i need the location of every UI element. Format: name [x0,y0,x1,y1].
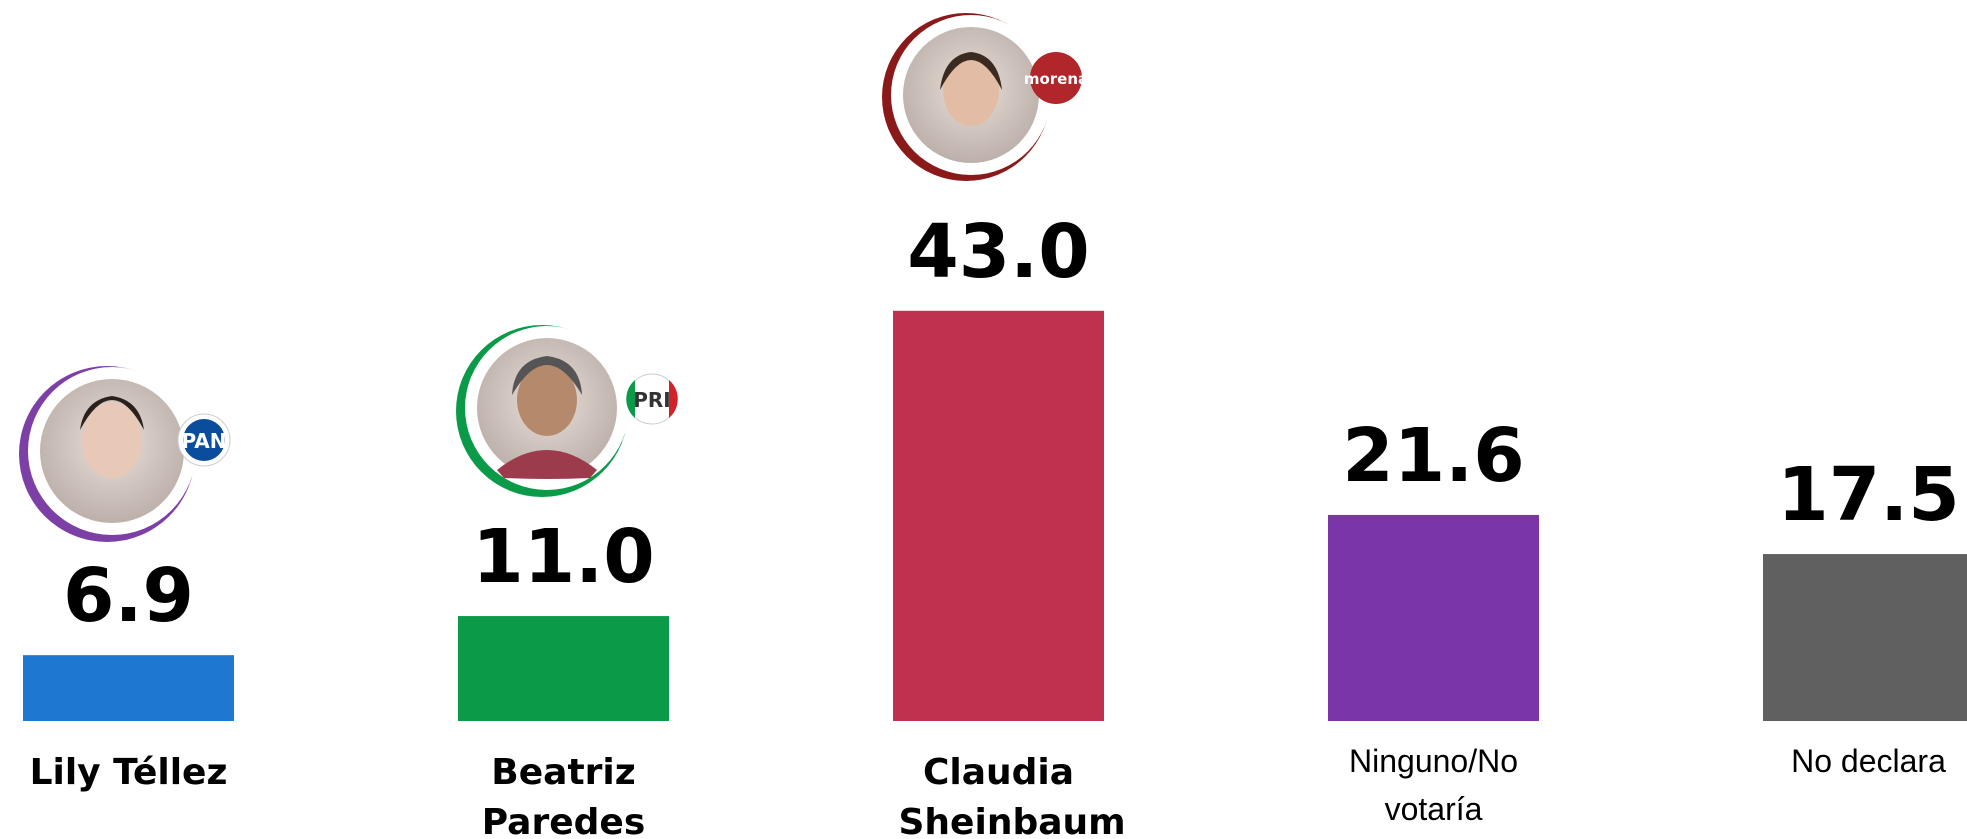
badge-text: PAN [181,429,226,453]
bar [893,310,1104,721]
category-label: Ninguno/No votaría [1349,743,1518,827]
badge-text: PRI [633,388,671,412]
photo-claudia [882,13,1051,181]
value-label: 21.6 [1342,412,1525,499]
bar [458,616,669,721]
photo-lily [19,366,196,542]
bar [1763,554,1967,721]
value-label: 11.0 [472,514,655,601]
category-label: Beatriz Paredes [481,752,646,839]
photo-beatriz [456,325,629,497]
category-label: Claudia Sheinbaum [898,752,1126,839]
category-label: Lily Téllez [29,752,228,793]
value-label: 6.9 [62,553,195,640]
badge-pri: PRI [626,373,678,425]
badge-pan: PAN [177,413,231,467]
bar [1328,514,1539,721]
value-label: 17.5 [1777,452,1960,539]
badge-text: morena [1024,70,1088,88]
badge-morena: morena [1024,52,1088,104]
category-label: No declara [1791,743,1946,779]
bar [23,655,234,721]
value-label: 43.0 [907,208,1090,295]
